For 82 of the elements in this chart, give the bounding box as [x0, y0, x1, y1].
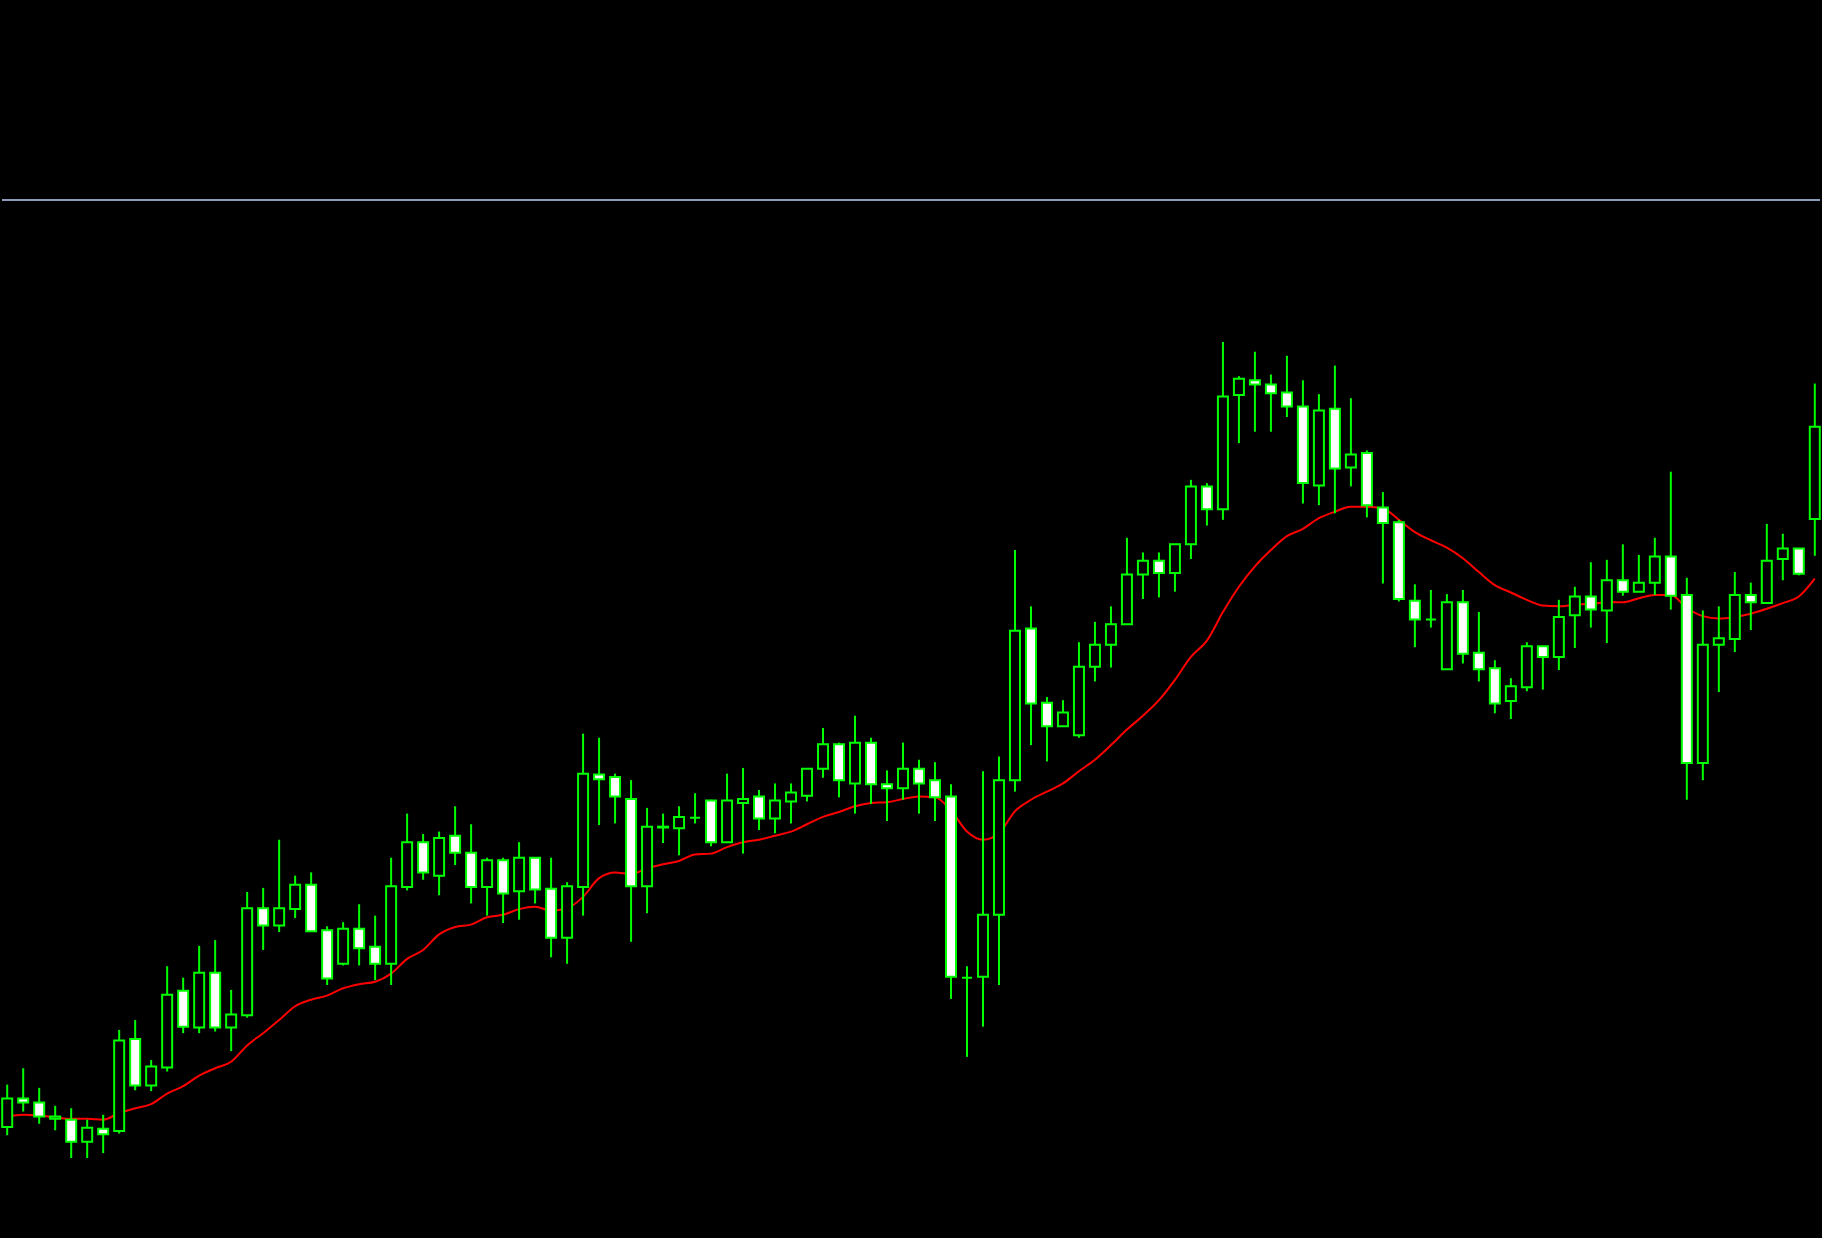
- candlestick: [1632, 553, 1645, 593]
- candlestick: [97, 1113, 110, 1155]
- candlestick: [833, 741, 846, 799]
- candlestick: [753, 788, 766, 831]
- candlestick: [928, 761, 941, 822]
- candlestick: [1168, 543, 1181, 593]
- candlestick: [225, 988, 238, 1053]
- candlestick: [689, 792, 702, 825]
- candlestick: [81, 1118, 94, 1160]
- candlestick: [721, 772, 734, 844]
- candlestick: [1040, 695, 1053, 763]
- candlestick: [1520, 641, 1533, 693]
- candlestick: [817, 726, 830, 779]
- candlestick: [737, 766, 750, 855]
- candlestick: [449, 805, 462, 867]
- candlestick: [1616, 543, 1629, 597]
- candlestick: [1248, 350, 1261, 433]
- candlestick: [657, 812, 670, 845]
- candlestick: [1424, 589, 1437, 629]
- candlestick: [1584, 561, 1597, 629]
- candlestick: [369, 914, 382, 982]
- candlestick: [17, 1067, 30, 1113]
- candlestick: [1744, 581, 1757, 632]
- candlestick: [1088, 620, 1101, 683]
- candlestick: [865, 736, 878, 805]
- candlestick: [337, 921, 350, 967]
- candlestick: [417, 833, 430, 881]
- candlestick: [1776, 532, 1789, 582]
- candlestick: [177, 976, 190, 1035]
- candlestick: [960, 965, 973, 1058]
- candlestick: [801, 767, 814, 803]
- candlestick: [609, 772, 622, 825]
- candlestick: [353, 903, 366, 967]
- candlestick: [849, 714, 862, 815]
- candlestick: [1136, 551, 1149, 601]
- candlestick: [1104, 605, 1117, 669]
- candlestick: [401, 812, 414, 892]
- candlestick: [1536, 645, 1549, 691]
- candlestick: [513, 841, 526, 921]
- candlestick: [1488, 659, 1501, 715]
- candlestick: [289, 874, 302, 920]
- candlestick: [1344, 397, 1357, 488]
- candlestick: [1408, 583, 1421, 649]
- candlestick: [1200, 482, 1213, 527]
- candlestick: [1712, 605, 1725, 694]
- candlestick: [1232, 375, 1245, 445]
- candlestick: [1760, 522, 1773, 605]
- candlestick: [593, 736, 606, 827]
- candlestick: [33, 1086, 46, 1125]
- candlestick: [673, 805, 686, 857]
- candlestick: [1504, 677, 1517, 720]
- candlestick: [481, 856, 494, 917]
- candlestick: [705, 798, 718, 848]
- candlestick: [1552, 598, 1565, 672]
- candlestick: [49, 1104, 62, 1132]
- candlestick: [1472, 611, 1485, 683]
- candlestick: [1568, 585, 1581, 649]
- candlestick: [529, 856, 542, 905]
- candlestick: [1600, 558, 1613, 645]
- candlestick: [1664, 470, 1677, 611]
- candlestick: [129, 1019, 142, 1092]
- candlestick: [769, 782, 782, 835]
- candlestick: [65, 1107, 78, 1160]
- candlestick: [1376, 491, 1389, 585]
- candlestick: [1792, 547, 1805, 577]
- candlestick: [1648, 536, 1661, 596]
- candlestick: [497, 856, 510, 924]
- candlestick: [1728, 571, 1741, 654]
- candlestick: [1280, 354, 1293, 419]
- candlestick: [305, 871, 318, 933]
- candlestick: [273, 838, 286, 933]
- candlestick: [785, 782, 798, 825]
- candlestick: [913, 758, 925, 815]
- candlestick: [1152, 551, 1165, 599]
- candlestick: [433, 830, 446, 897]
- candlestick: [1056, 699, 1069, 728]
- candlestick: [257, 886, 270, 951]
- candlestick: [881, 769, 894, 822]
- candlestick: [1264, 373, 1277, 433]
- candlestick: [465, 823, 478, 905]
- candlestick: [145, 1059, 158, 1093]
- candlestick: [897, 741, 909, 801]
